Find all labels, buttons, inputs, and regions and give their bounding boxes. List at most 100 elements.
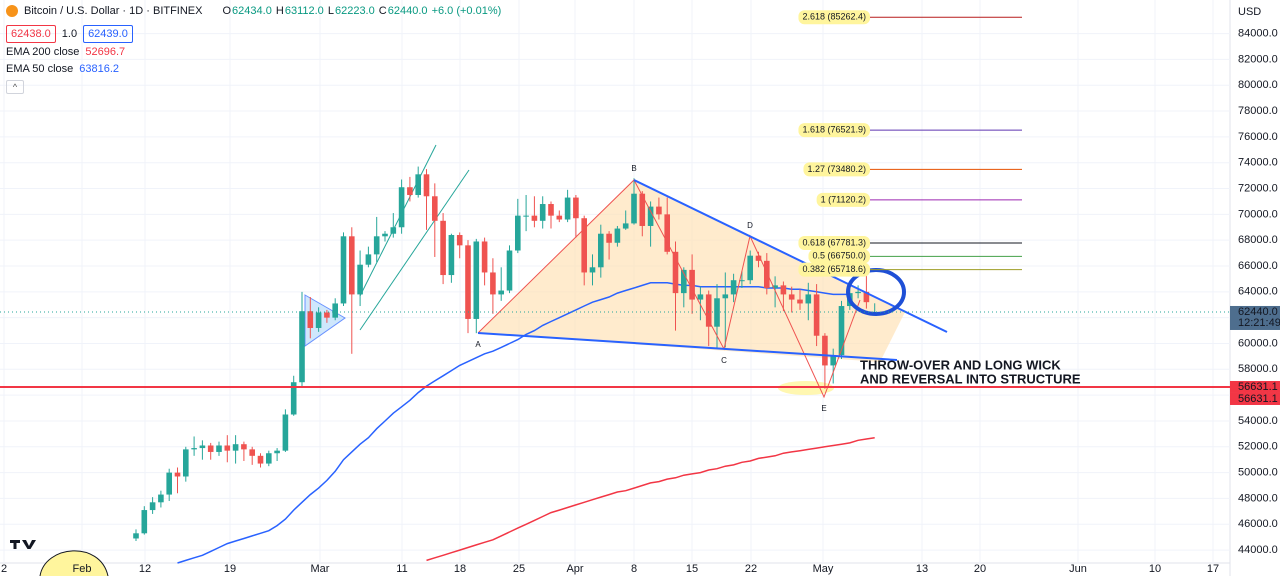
fib-label: 2.618 (85262.4) <box>802 12 866 22</box>
price-badge <box>1230 392 1280 405</box>
candle-body <box>622 223 629 229</box>
highlight <box>778 381 834 395</box>
ohlc-label: O <box>222 5 232 17</box>
ohlc-value: 63112.0 <box>284 5 324 17</box>
change: +6.0 (+0.01%) <box>431 5 502 17</box>
candle-body <box>531 215 538 221</box>
candle-body <box>689 269 695 300</box>
x-tick-label: Apr <box>566 563 583 575</box>
candle-body <box>183 449 189 477</box>
candle-body <box>390 227 397 234</box>
candle-body <box>598 233 604 268</box>
fib-label: 1.618 (76521.9) <box>802 125 866 135</box>
scribble <box>39 550 109 576</box>
last-price-badge <box>1230 305 1280 330</box>
buy-button[interactable]: 62439.0 <box>83 25 133 43</box>
y-tick-label: 68000.0 <box>1238 234 1278 246</box>
candle-body <box>473 241 480 319</box>
ohlc: O62434.0 H63112.0 L62223.0 C62440.0 +6.0… <box>222 5 502 17</box>
candle-body <box>456 235 463 246</box>
y-tick-label: 80000.0 <box>1238 79 1278 91</box>
candle-body <box>664 214 670 252</box>
y-tick-label: 74000.0 <box>1238 157 1278 169</box>
y-tick-label: 70000.0 <box>1238 208 1278 220</box>
candle-body <box>639 193 646 226</box>
candle-body <box>755 255 762 261</box>
candle-body <box>299 311 305 383</box>
label-highlight <box>798 262 870 277</box>
candle-body <box>730 280 737 295</box>
sell-button[interactable]: 62438.0 <box>6 25 56 43</box>
candle-body <box>382 233 388 237</box>
candle-body <box>373 236 380 255</box>
candle-body <box>705 294 712 327</box>
last-price-label: 62440.0 <box>1238 306 1278 318</box>
annotation: THROW-OVER AND LONG WICK <box>860 357 1061 372</box>
label-highlight <box>803 162 870 177</box>
candle-body <box>788 294 795 300</box>
candle-body <box>407 187 413 195</box>
candle-body <box>747 255 753 281</box>
x-tick-label: 13 <box>916 563 928 575</box>
coin-icon <box>6 5 18 17</box>
zigzag <box>477 179 861 399</box>
candle-body <box>332 303 338 318</box>
x-tick-label: 10 <box>1149 563 1161 575</box>
candle-body <box>191 448 197 450</box>
fib-label: 1 (71120.2) <box>821 194 866 204</box>
indicator-name: EMA 200 close <box>6 46 80 58</box>
y-tick-label: 82000.0 <box>1238 53 1278 65</box>
candle-body <box>440 220 446 276</box>
collapse-button[interactable]: ^ <box>6 80 24 94</box>
y-tick-label: 58000.0 <box>1238 363 1278 375</box>
y-tick-label: 46000.0 <box>1238 518 1278 530</box>
fib-label: 1.27 (73480.2) <box>807 164 866 174</box>
y-tick-label: 72000.0 <box>1238 182 1278 194</box>
candle-body <box>739 280 745 282</box>
x-tick-label: Jun <box>1069 563 1087 575</box>
candle-body <box>722 294 729 299</box>
candle-body <box>266 453 272 464</box>
candle-body <box>589 267 596 273</box>
pattern-label: B <box>631 164 636 173</box>
candle-body <box>133 533 139 539</box>
candle-body <box>249 449 255 456</box>
candle-body <box>539 204 546 221</box>
candle-body <box>548 204 554 216</box>
candle-body <box>415 174 421 195</box>
y-tick-label: 48000.0 <box>1238 492 1278 504</box>
x-tick-label: 8 <box>631 563 637 575</box>
candle-body <box>290 382 297 415</box>
candle-body <box>257 455 264 464</box>
price-badge-label: 56631.1 <box>1238 381 1278 393</box>
pennant <box>304 294 346 347</box>
x-tick-label: 2 <box>1 563 7 575</box>
indicator-name: EMA 50 close <box>6 63 74 75</box>
candle-body <box>423 174 430 197</box>
label-highlight <box>816 192 870 207</box>
x-tick-label: 19 <box>224 563 236 575</box>
x-tick-label: 11 <box>396 563 407 575</box>
candle-body <box>515 215 521 251</box>
candle-body <box>573 197 579 219</box>
candle-body <box>506 250 513 291</box>
candle-body <box>232 444 239 451</box>
y-tick-label: 52000.0 <box>1238 441 1278 453</box>
pattern-label: D <box>747 221 753 230</box>
candle-body <box>224 445 231 451</box>
countdown: 12:21:49 <box>1238 317 1280 329</box>
candle-body <box>324 312 330 318</box>
candle-body <box>432 196 438 221</box>
candle-body <box>556 215 563 220</box>
candle-body <box>564 197 571 220</box>
candle-body <box>606 233 612 243</box>
candle-body <box>490 272 496 295</box>
candle-body <box>863 291 870 303</box>
channel-line <box>359 169 470 331</box>
candle-body <box>614 228 621 243</box>
ohlc-label: H <box>275 5 284 17</box>
candle-body <box>656 206 662 215</box>
annotation: AND REVERSAL INTO STRUCTURE <box>860 371 1081 386</box>
